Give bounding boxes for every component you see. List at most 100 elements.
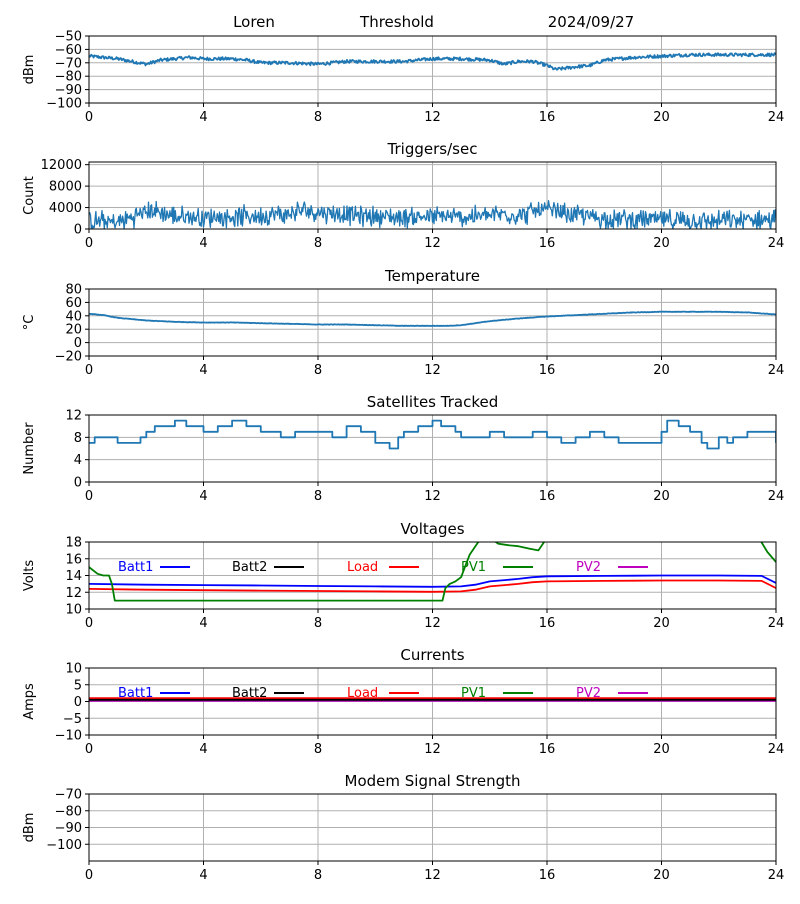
x-tick-label: 12 [424,742,441,757]
series-line-main [89,199,776,229]
y-tick-label: 60 [65,296,82,311]
trigger-mode: Threshold [359,13,434,31]
x-tick-label: 24 [768,489,785,504]
y-tick-label: 4 [74,453,82,468]
x-tick-label: 4 [199,363,207,378]
x-tick-label: 20 [653,363,670,378]
x-tick-label: 8 [314,868,322,883]
y-tick-label: 5 [74,678,82,693]
y-tick-label: −20 [55,350,82,365]
x-tick-label: 12 [424,363,441,378]
y-tick-label: 18 [65,536,82,551]
x-tick-label: 0 [85,236,93,251]
x-tick-label: 0 [85,110,93,125]
y-tick-label: 20 [65,323,82,338]
x-tick-label: 16 [539,868,556,883]
legend-label-pv1: PV1 [461,686,486,701]
x-tick-label: 20 [653,236,670,251]
chart-title: Temperature [384,267,480,285]
y-tick-label: −90 [55,821,82,836]
legend-label-pv2: PV2 [576,686,601,701]
x-tick-label: 24 [768,363,785,378]
chart-panel-1: 0 4 8 12 16 20 24 −100−90−80−70−60−50 dBm [22,30,784,126]
x-tick-label: 24 [768,616,785,631]
x-tick-label: 12 [424,110,441,125]
chart-title: Triggers/sec [387,140,478,158]
x-tick-label: 16 [539,363,556,378]
y-axis-label: Volts [22,560,37,592]
x-tick-label: 16 [539,236,556,251]
x-tick-label: 8 [314,110,322,125]
y-tick-label: −90 [55,83,82,98]
chart-title: Satellites Tracked [367,393,498,411]
x-tick-label: 4 [199,489,207,504]
series-line-load [89,579,776,593]
x-tick-label: 16 [539,742,556,757]
legend-label-load: Load [347,686,378,701]
x-tick-label: 4 [199,236,207,251]
station-name: Loren [233,13,275,31]
x-tick-label: 20 [653,616,670,631]
y-tick-label: −50 [55,30,82,45]
x-tick-label: 16 [539,110,556,125]
x-tick-label: 0 [85,616,93,631]
x-tick-label: 4 [199,742,207,757]
x-tick-label: 8 [314,742,322,757]
chart-panel-7: 0 4 8 12 16 20 24 −100 −90 −80−70 Modem Signal Str… [22,772,784,883]
y-tick-label: 16 [65,552,82,567]
y-axis-label: Number [22,422,37,475]
y-axis-label: dBm [22,55,37,85]
y-axis-label: Amps [22,683,37,720]
legend-label-pv2: PV2 [576,560,601,575]
x-tick-label: 4 [199,616,207,631]
y-tick-label: −5 [63,712,82,727]
x-tick-label: 24 [768,742,785,757]
x-tick-label: 24 [768,110,785,125]
chart-title: Voltages [400,520,464,538]
chart-title: Modem Signal Strength [345,772,521,790]
x-tick-label: 12 [424,616,441,631]
y-tick-label: 80 [65,283,82,298]
y-tick-label: −80 [55,70,82,85]
y-axis-label: Count [22,176,37,215]
x-tick-label: 20 [653,742,670,757]
y-tick-label: 8000 [49,180,82,195]
y-tick-label: −10 [55,729,82,744]
x-tick-label: 0 [85,742,93,757]
y-tick-label: −100 [46,838,82,853]
y-tick-label: 0 [74,695,82,710]
x-tick-label: 12 [424,489,441,504]
x-tick-label: 12 [424,868,441,883]
x-tick-label: 0 [85,868,93,883]
x-tick-label: 8 [314,236,322,251]
y-tick-label: −60 [55,43,82,58]
x-tick-label: 16 [539,489,556,504]
y-tick-label: 0 [74,476,82,491]
x-tick-label: 12 [424,236,441,251]
y-tick-label: −100 [46,97,82,112]
legend-label-batt2: Batt2 [232,560,267,575]
series-line-main [89,52,776,71]
x-tick-label: 24 [768,236,785,251]
x-tick-label: 20 [653,489,670,504]
chart-panel-4: 0 4 8 12 16 20 24 0 4 8 12 Satellites Tracked Number [22,393,784,504]
y-axis-label: °C [22,315,37,331]
x-tick-label: 4 [199,868,207,883]
x-tick-label: 4 [199,110,207,125]
chart-date: 2024/09/27 [548,13,634,31]
x-tick-label: 8 [314,363,322,378]
y-tick-label: 4000 [49,201,82,216]
series-line-main [89,419,776,450]
x-tick-label: 8 [314,489,322,504]
legend-label-load: Load [347,560,378,575]
series-line-main [89,310,776,327]
header: Loren Threshold 2024/09/27 [233,13,634,31]
x-tick-label: 20 [653,110,670,125]
y-tick-label: 10 [65,603,82,618]
y-tick-label: 14 [65,569,82,584]
y-tick-label: 40 [65,309,82,324]
